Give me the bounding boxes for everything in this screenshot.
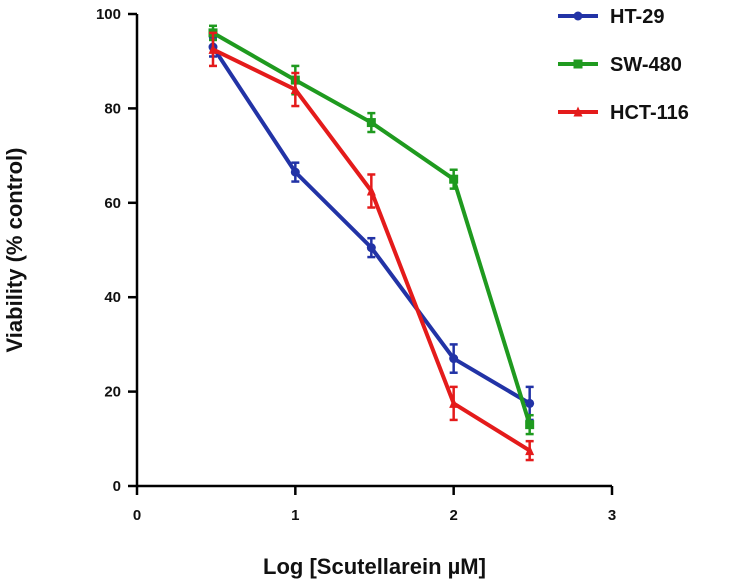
y-tick-label: 0 [113,478,121,495]
legend-label: HT-29 [610,6,664,28]
y-tick-label: 60 [104,195,121,212]
data-point [525,420,535,430]
x-tick-label: 0 [133,507,141,524]
legend-item: HCT-116 [558,102,689,124]
data-point [208,43,218,54]
data-point [449,397,459,408]
legend-swatch-marker [573,11,583,21]
x-tick-label: 2 [449,507,457,524]
y-tick-label: 100 [96,6,121,23]
series-ht-29 [208,36,535,422]
series-line [212,31,532,426]
x-axis-ticks: 0 1 2 3 [133,486,616,524]
series-line [211,45,531,406]
y-tick-label: 40 [104,289,121,306]
x-axis-title: Log [Scutellarein µM] [263,554,486,579]
legend-swatch-marker [573,106,583,117]
x-tick-label: 1 [291,507,299,524]
plot-area [208,24,535,462]
data-point [366,243,376,253]
legend-label: SW-480 [610,54,682,76]
data-point [366,185,376,196]
data-point [290,167,300,177]
y-axis-ticks: 0 20 40 60 80 100 [96,6,137,495]
x-tick-label: 3 [608,507,616,524]
data-point [449,174,459,184]
y-tick-label: 80 [104,100,121,117]
legend-item: HT-29 [558,6,664,28]
data-point [290,84,300,95]
data-point [449,354,459,364]
legend-item: SW-480 [558,54,682,76]
series-sw-480 [208,24,535,436]
series-hct-116 [208,31,535,462]
data-point [525,398,535,408]
legend: HT-29 SW-480 HCT-116 [558,6,689,124]
y-axis-title: Viability (% control) [2,148,27,353]
chart-axes: 0 1 2 3 0 20 40 60 80 100 [96,6,616,524]
data-point [525,445,535,456]
data-point [366,118,376,128]
legend-label: HCT-116 [610,102,689,124]
y-tick-label: 20 [104,384,121,401]
legend-swatch-marker [573,59,583,69]
